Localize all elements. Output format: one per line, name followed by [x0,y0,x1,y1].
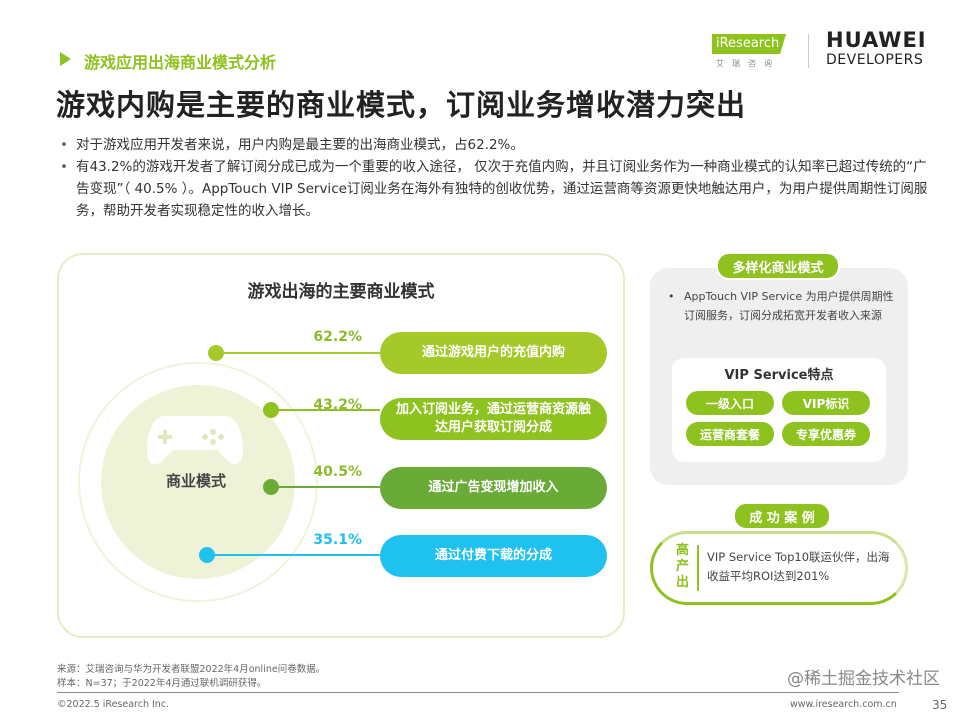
vip-feature-title: VIP Service特点 [724,368,834,383]
connector-line [207,554,380,556]
business-model-panel [57,253,625,638]
bullet-item: 有43.2%的游戏开发者了解订阅分成已成为一个重要的收入途径， 仅次于充值内购，… [58,156,928,222]
sample-note: 样本：N=37；于2022年4月通过联机调研获得。 [57,678,267,689]
connector-dot [263,479,279,495]
page-number: 35 [932,698,948,712]
website: www.iresearch.com.cn [790,699,897,710]
logo-divider [808,34,809,68]
model-pill: 通过付费下载的分成 [380,535,607,577]
case-divider [697,545,699,591]
feature-chip: VIP标识 [782,391,870,415]
connector-line [271,486,380,488]
diverse-model-text: AppTouch VIP Service 为用户提供周期性订阅服务，订阅分成拓宽… [668,287,894,325]
percent-label: 35.1% [313,532,362,548]
connector-dot [263,402,279,418]
connector-dot [208,345,224,361]
developers-logo: DEVELOPERS [826,52,924,68]
bullet-item: 对于游戏应用开发者来说，用户内购是最主要的出海商业模式，占62.2%。 [58,134,928,156]
center-label: 商业模式 [165,472,226,490]
diverse-model-title: 多样化商业模式 [716,252,840,280]
model-pill: 通过游戏用户的充值内购 [380,332,607,374]
case-side-label: 高产出 [676,543,690,590]
panel-title: 游戏出海的主要商业模式 [247,282,435,302]
watermark: @稀土掘金技术社区 [787,669,940,689]
copyright: ©2022.5 iResearch Inc. [57,699,170,710]
model-pill: 加入订阅业务，通过运营商资源触达用户获取订阅分成 [380,398,607,440]
iresearch-logo: iResearch [712,34,786,54]
feature-chip: 专享优惠券 [782,422,870,446]
summary-bullets: 对于游戏应用开发者来说，用户内购是最主要的出海商业模式，占62.2%。 有43.… [58,134,928,222]
success-case-box [650,531,908,605]
footer-divider [57,692,899,693]
success-case-title: 成 功 案 例 [733,502,831,530]
gamepad-icon [147,416,243,465]
case-text: VIP Service Top10联运伙伴，出海收益平均ROI达到201% [707,550,890,583]
section-triangle-icon [60,52,71,66]
huawei-logo: HUAWEI [826,28,927,52]
section-title: 游戏应用出海商业模式分析 [84,53,277,72]
percent-label: 62.2% [313,329,362,345]
iresearch-logo-subtitle: 艾瑞咨询 [716,59,780,68]
page-title: 游戏内购是主要的商业模式，订阅业务增收潜力突出 [56,88,747,122]
connector-line [216,352,380,354]
percent-label: 40.5% [313,464,362,480]
feature-chip: 运营商套餐 [686,422,774,446]
connector-line [271,409,380,411]
outer-ring [78,362,318,602]
source-note: 来源：艾瑞咨询与华为开发者联盟2022年4月online问卷数据。 [57,664,326,675]
model-pill: 通过广告变现增加收入 [380,467,607,509]
connector-dot [199,547,215,563]
percent-label: 43.2% [313,397,362,413]
feature-chip: 一级入口 [686,391,774,415]
